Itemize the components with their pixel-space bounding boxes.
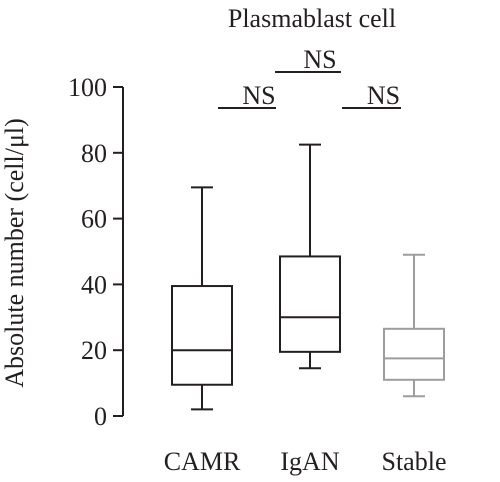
chart-title: Plasmablast cell [228, 4, 396, 33]
boxes-layer [171, 143, 445, 411]
significance-layer: NS NS NS [218, 45, 401, 110]
significance-camr-igan: NS [218, 81, 276, 110]
y-tick-label: 60 [81, 205, 107, 234]
x-tick-label: Stable [382, 447, 447, 476]
x-tick-labels: CAMR IgAN Stable [164, 447, 447, 476]
significance-camr-stable: NS [275, 45, 341, 74]
y-tick-label: 40 [81, 270, 107, 299]
y-axis-label: Absolute number (cell/μl) [0, 118, 29, 388]
box-camr [171, 186, 233, 411]
box-iqr [383, 327, 445, 381]
y-tick-label: 80 [81, 139, 107, 168]
y-tick-label: 100 [68, 73, 107, 102]
y-axis: 0 20 40 60 80 100 [68, 73, 124, 431]
significance-label: NS [367, 81, 400, 110]
y-tick-label: 20 [81, 336, 107, 365]
x-tick-label: IgAN [280, 447, 339, 476]
significance-label: NS [303, 45, 336, 74]
significance-label: NS [242, 81, 275, 110]
box-igan [279, 143, 341, 370]
x-tick-label: CAMR [164, 447, 241, 476]
box-iqr [279, 255, 341, 353]
y-tick-label: 0 [94, 402, 107, 431]
box-stable [383, 253, 445, 398]
box-iqr [171, 285, 233, 386]
significance-igan-stable: NS [342, 81, 401, 110]
